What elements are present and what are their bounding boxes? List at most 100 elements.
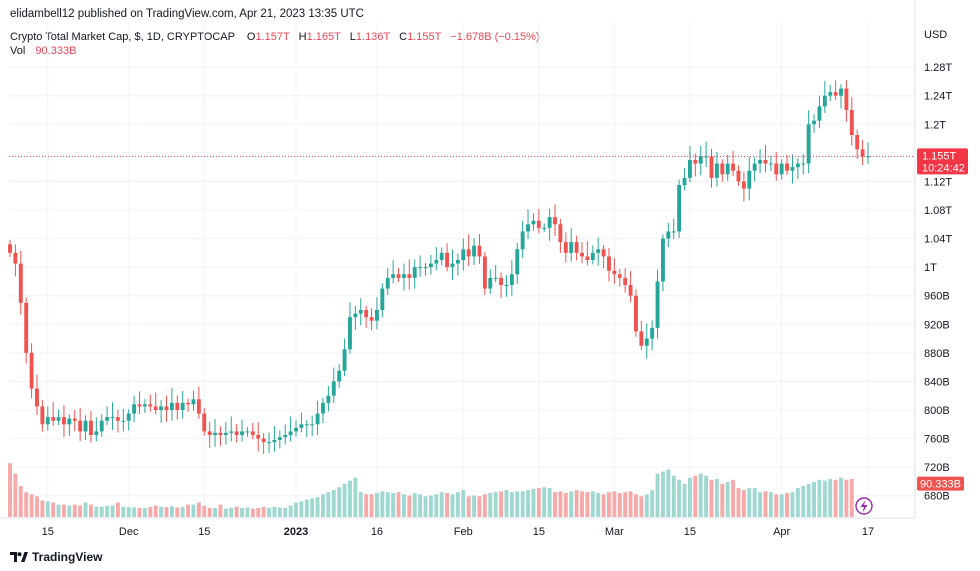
candle-body <box>455 260 460 264</box>
candle-body <box>207 431 212 435</box>
candle-body <box>644 338 649 346</box>
candle-body <box>553 217 557 225</box>
volume-bar <box>806 483 811 517</box>
y-tick-label: 1.24T <box>924 91 952 103</box>
low-label: L <box>349 31 356 43</box>
x-tick-label: 15 <box>42 526 54 538</box>
candle-body <box>844 88 849 110</box>
volume-bar <box>159 506 164 517</box>
volume-bar <box>110 505 115 517</box>
tradingview-logo-icon <box>10 551 28 562</box>
symbol-title[interactable]: Crypto Total Market Cap, $, 1D, CRYPTOCA… <box>10 31 235 43</box>
volume-label[interactable]: Vol <box>10 45 26 57</box>
candle-body <box>752 163 757 171</box>
candle-body <box>714 163 719 178</box>
last-price-label: 1.155T <box>922 150 957 162</box>
candle-body <box>720 163 725 175</box>
candle-body <box>223 432 228 435</box>
candle-body <box>563 242 568 253</box>
volume-bar <box>213 507 217 517</box>
candle-body <box>812 120 816 125</box>
candle-body <box>315 413 320 425</box>
candle-body <box>650 327 655 339</box>
volume-bar <box>315 497 320 517</box>
candle-body <box>477 245 482 257</box>
candle-body <box>585 256 590 260</box>
volume-bar <box>299 501 304 517</box>
volume-bar <box>655 473 660 517</box>
candle-body <box>763 160 768 164</box>
volume-bar <box>67 505 72 517</box>
volume-bar <box>531 488 536 517</box>
lightning-icon[interactable] <box>855 497 873 515</box>
volume-bar <box>207 507 212 517</box>
volume-bar <box>391 493 396 517</box>
volume-bar <box>186 504 191 517</box>
candle-body <box>78 420 83 432</box>
candle-body <box>531 220 536 225</box>
x-tick-label: Apr <box>773 526 790 538</box>
candle-body <box>488 277 493 289</box>
candle-body <box>18 263 23 303</box>
candle-body <box>288 431 293 435</box>
volume-bar <box>493 492 498 517</box>
candle-body <box>342 349 347 371</box>
candle-body <box>607 256 611 271</box>
volume-bar <box>768 492 773 517</box>
volume-bar <box>132 507 137 517</box>
y-tick-label: 800B <box>924 405 950 417</box>
volume-bar <box>731 479 736 517</box>
y-tick-label: 920B <box>924 319 950 331</box>
volume-bar <box>580 491 584 517</box>
candle-body <box>617 274 622 278</box>
y-tick-label: 880B <box>924 348 950 360</box>
candle-body <box>94 431 99 435</box>
candle-body <box>677 185 682 232</box>
volume-bar <box>180 507 185 517</box>
candle-body <box>461 249 466 260</box>
volume-bar <box>169 506 174 517</box>
volume-bar <box>644 494 649 517</box>
y-tick-label: 960B <box>924 291 950 303</box>
volume-bar <box>385 492 390 517</box>
volume-bar <box>607 492 611 517</box>
candle-body <box>450 263 455 268</box>
candle-body <box>89 420 93 435</box>
candle-body <box>110 417 115 419</box>
volume-bar <box>83 502 88 517</box>
candle-body <box>105 417 110 421</box>
candle-body <box>121 420 126 422</box>
countdown-label: 10:24:42 <box>922 162 965 174</box>
candle-body <box>310 424 315 426</box>
candle-body <box>774 163 779 175</box>
candle-body <box>321 402 325 414</box>
candle-body <box>35 388 39 407</box>
candle-body <box>148 404 153 407</box>
candle-body <box>855 135 860 150</box>
volume-bar <box>342 483 347 517</box>
candle-body <box>693 160 698 164</box>
volume-bar <box>812 481 816 517</box>
tradingview-logo[interactable]: TradingView <box>10 550 102 564</box>
candle-body <box>785 163 789 171</box>
candle-body <box>596 249 601 253</box>
volume-bar <box>569 491 574 517</box>
candle-body <box>164 406 169 410</box>
volume-bar <box>844 479 849 517</box>
volume-bar <box>105 505 110 517</box>
volume-bar <box>369 494 374 517</box>
candle-body <box>547 217 552 228</box>
volume-bar <box>553 492 557 517</box>
volume-bar <box>698 473 703 517</box>
volume-bar <box>671 475 676 517</box>
volume-bar <box>267 507 271 517</box>
candle-body <box>725 163 730 175</box>
candle-body <box>24 302 29 353</box>
volume-bar <box>747 488 752 517</box>
candle-body <box>817 106 822 121</box>
candle-body <box>62 417 66 425</box>
candle-body <box>423 267 428 269</box>
candle-body <box>213 432 217 435</box>
candle-body <box>558 224 563 243</box>
